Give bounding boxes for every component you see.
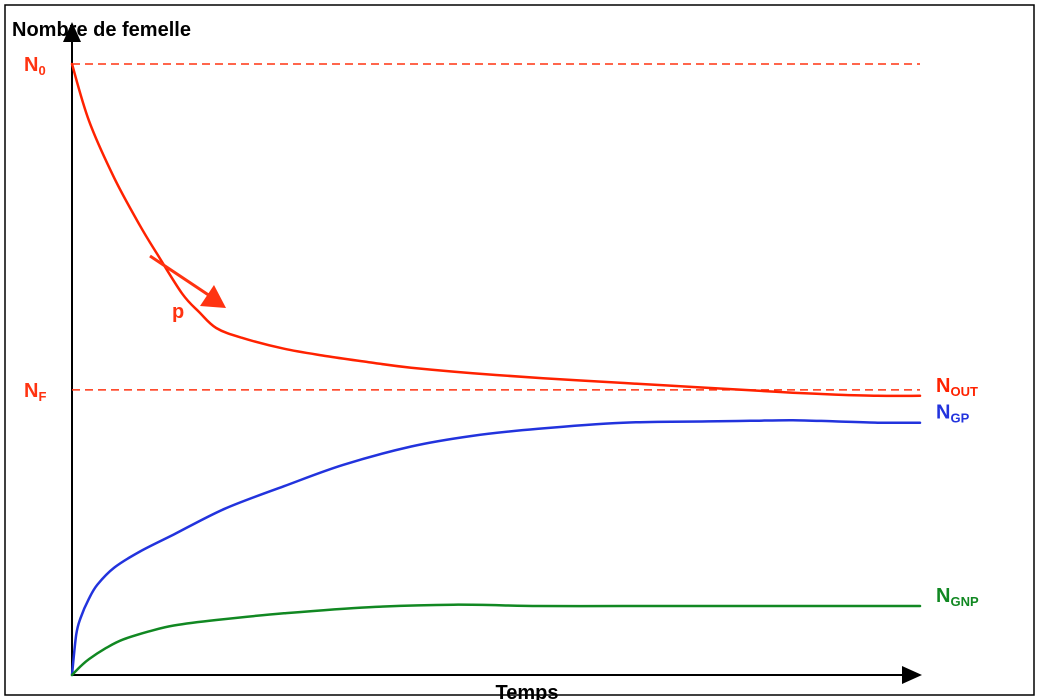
x-axis-arrowhead <box>902 666 922 684</box>
series-label-gnp: NGNP <box>936 585 979 609</box>
figure-border <box>4 4 1035 696</box>
reference-label-nf: NF <box>24 380 46 404</box>
reference-lines: N0 NF <box>24 54 920 404</box>
series-label-gp: NGP <box>936 402 970 426</box>
series-line-gp <box>70 418 922 677</box>
series-labels: NOUT NGP NGNP <box>936 375 979 609</box>
annotation-arrow-head <box>200 285 226 308</box>
x-axis-label: Temps <box>496 682 559 700</box>
series-label-out: NOUT <box>936 375 978 399</box>
series-line-gnp <box>70 603 922 677</box>
annotation-arrow-shaft <box>149 254 211 298</box>
series-line-out <box>70 62 922 398</box>
series-layer <box>70 62 922 677</box>
annotation-p-text: p <box>172 301 184 323</box>
y-axis-label: Nombre de femelle <box>12 19 191 41</box>
annotation-p: p <box>149 254 226 323</box>
reference-label-n0: N0 <box>24 54 46 78</box>
y-axis-arrowhead <box>63 22 81 42</box>
